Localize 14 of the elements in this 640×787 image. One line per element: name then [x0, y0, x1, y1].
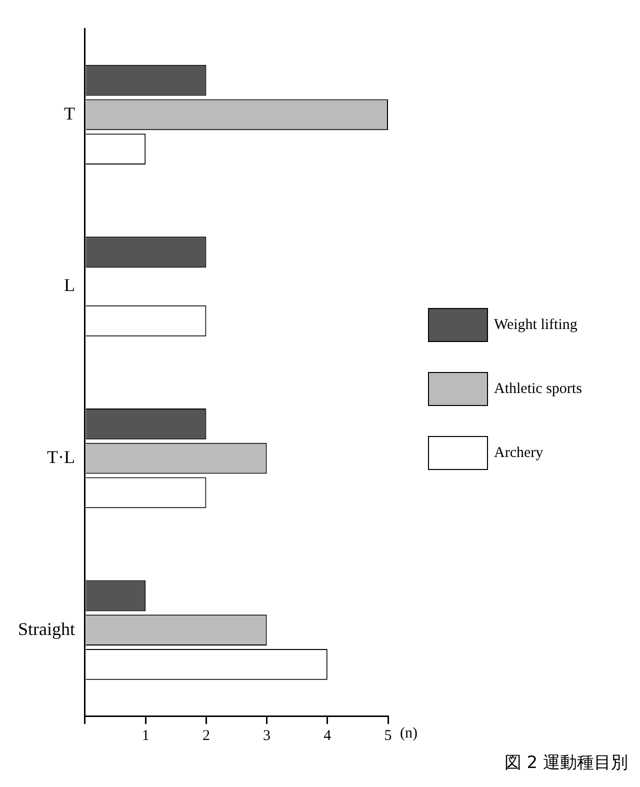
y-tick-label: Straight: [18, 618, 75, 639]
x-tick-label: 5: [384, 728, 392, 744]
legend-label: Athletic sports: [494, 380, 582, 398]
x-tick-label: 4: [324, 728, 332, 744]
y-tick-label: L: [64, 275, 75, 296]
y-tick-label: T: [64, 103, 75, 124]
x-tick-label: 1: [142, 728, 150, 744]
x-axis-title: (n): [400, 725, 418, 742]
caption: 図 2 運動種目別: [504, 752, 628, 774]
x-tick-label: 2: [202, 728, 210, 744]
text: Archery: [494, 444, 544, 462]
legend-label: Weight lifting: [494, 316, 578, 334]
x-tick-label: 3: [263, 728, 271, 744]
y-tick-label: T·L: [47, 447, 75, 468]
